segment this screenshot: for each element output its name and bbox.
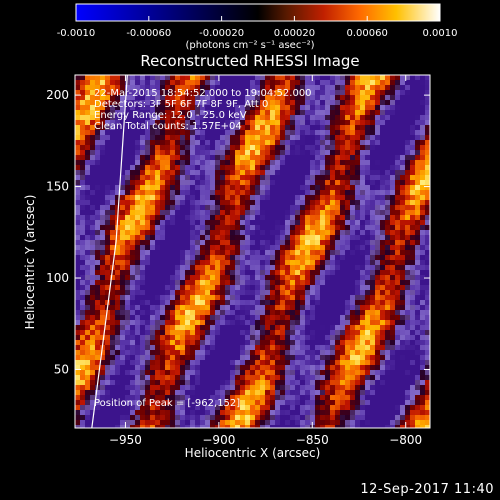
x-axis-label: Heliocentric X (arcsec) bbox=[184, 446, 321, 460]
plot-frame bbox=[74, 74, 431, 429]
y-tick-label: 200 bbox=[46, 88, 69, 102]
x-tick-label: −850 bbox=[296, 433, 329, 447]
colorbar-units: (photons cm⁻² s⁻¹ asec⁻²) bbox=[185, 40, 315, 51]
info-line-energy: Energy Range: 12.0 - 25.0 keV bbox=[94, 110, 247, 121]
colorbar-tick-label: -0.00020 bbox=[199, 28, 244, 39]
colorbar-tick-label: 0.00060 bbox=[347, 28, 388, 39]
x-tick-label: −950 bbox=[109, 433, 142, 447]
peak-position-label: Position of Peak = [-962,152] bbox=[94, 398, 241, 409]
colorbar bbox=[75, 3, 441, 22]
x-tick-label: −900 bbox=[202, 433, 235, 447]
info-line-time: 22-Mar-2015 18:54:52.000 to 19:04:52.000 bbox=[94, 88, 312, 99]
axis-ticks: −950 −900 −850 −800 50 100 150 200 bbox=[46, 75, 430, 447]
colorbar-tick-label: -0.0010 bbox=[57, 28, 96, 39]
x-tick-label: −800 bbox=[389, 433, 422, 447]
colorbar-tick-label: 0.0010 bbox=[423, 28, 458, 39]
y-tick-label: 100 bbox=[46, 271, 69, 285]
colorbar-ticks: -0.0010 -0.00060 -0.00020 0.00020 0.00060 0.0… bbox=[57, 16, 458, 39]
heatmap-image bbox=[75, 75, 430, 428]
timestamp: 12-Sep-2017 11:40 bbox=[360, 482, 494, 497]
solar-limb-line bbox=[91, 75, 128, 428]
info-line-counts: Clean Total counts: 1.57E+04 bbox=[94, 121, 242, 132]
plot-title: Reconstructed RHESSI Image bbox=[140, 52, 360, 70]
y-tick-label: 50 bbox=[54, 362, 69, 376]
y-axis-label: Heliocentric Y (arcsec) bbox=[23, 194, 37, 330]
colorbar-tick-label: 0.00020 bbox=[274, 28, 315, 39]
colorbar-tick-label: -0.00060 bbox=[126, 28, 171, 39]
info-line-detectors: Detectors: 3F 5F 6F 7F 8F 9F, Att 0 bbox=[94, 99, 269, 110]
y-tick-label: 150 bbox=[46, 180, 69, 194]
